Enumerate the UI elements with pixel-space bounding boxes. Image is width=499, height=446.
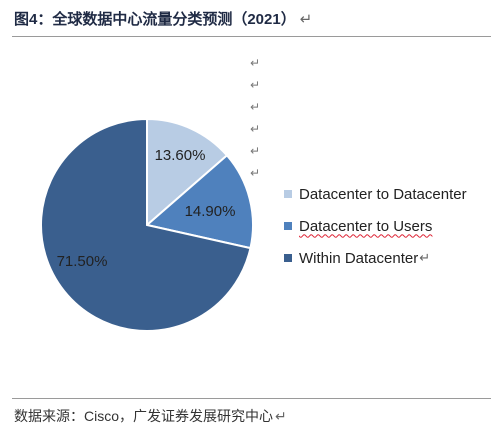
chart-title: 图4：全球数据中心流量分类预测（2021） ↵: [14, 8, 312, 29]
legend-item-within-datacenter: Within Datacenter ↵: [284, 242, 467, 274]
legend-swatch: [284, 222, 292, 230]
legend-item-datacenter-to-datacenter: Datacenter to Datacenter: [284, 178, 467, 210]
return-mark-icon: ↵: [250, 144, 261, 158]
source-text: 数据来源：Cisco，广发证券发展研究中心: [14, 408, 274, 424]
legend-swatch: [284, 190, 292, 198]
pie-slice: [144, 153, 254, 250]
return-mark-icon: ↵: [275, 408, 287, 424]
return-mark-icon: ↵: [250, 78, 261, 92]
legend-label: Within Datacenter: [299, 249, 419, 267]
chart-legend: Datacenter to Datacenter Datacenter to U…: [284, 178, 467, 274]
return-mark-icon: ↵: [250, 166, 261, 180]
legend-label: Datacenter to Datacenter: [299, 185, 467, 203]
chart-title-text: 图4：全球数据中心流量分类预测（2021）: [14, 11, 296, 28]
pie-slice: [40, 117, 252, 332]
legend-label: Datacenter to Users: [299, 217, 433, 235]
footer-divider: [12, 398, 491, 399]
return-mark-icon: ↵: [250, 56, 261, 70]
pie-data-label: 71.50%: [57, 253, 108, 270]
return-mark-icon: ↵: [250, 122, 261, 136]
return-mark-icon: ↵: [250, 100, 261, 114]
title-divider: [12, 36, 491, 37]
pie-slice: [146, 117, 229, 228]
pie-data-label: 14.90%: [185, 203, 236, 220]
legend-item-datacenter-to-users: Datacenter to Users: [284, 210, 467, 242]
source-note: 数据来源：Cisco，广发证券发展研究中心 ↵: [14, 406, 287, 426]
pie-data-label: 13.60%: [155, 147, 206, 164]
return-mark-icon: ↵: [299, 11, 313, 28]
return-mark-icon: ↵: [419, 250, 431, 265]
return-marks-column: ↵ ↵ ↵ ↵ ↵ ↵: [250, 52, 260, 184]
legend-swatch: [284, 254, 292, 262]
